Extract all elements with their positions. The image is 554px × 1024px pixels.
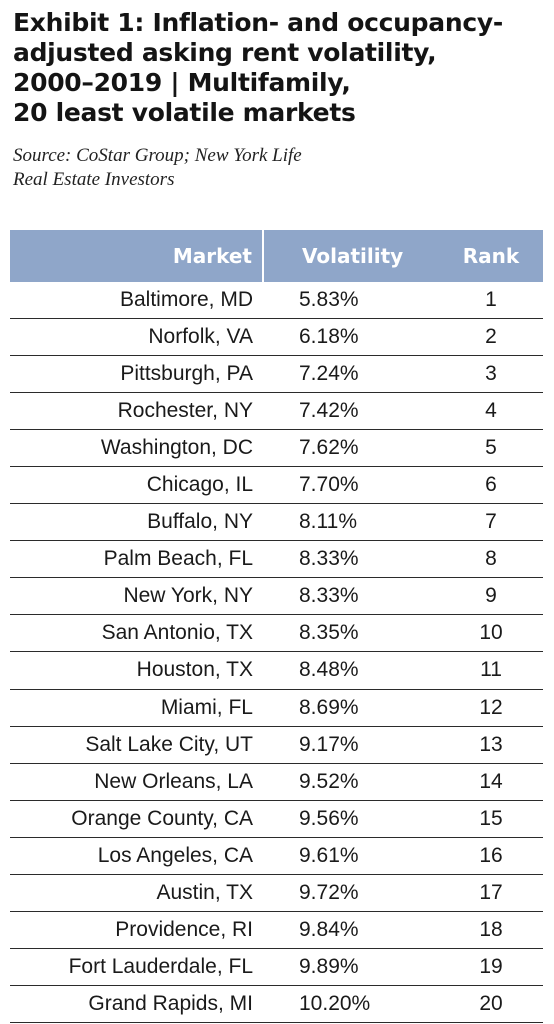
volatility-cell: 7.42% xyxy=(263,392,423,431)
market-cell: Los Angeles, CA xyxy=(10,837,263,875)
source-note: Source: CoStar Group; New York Life Real… xyxy=(13,144,543,192)
market-cell: Austin, TX xyxy=(10,874,263,912)
table-row: Grand Rapids, MI 10.20% 20 xyxy=(10,985,543,1023)
volatility-cell: 7.62% xyxy=(263,429,423,468)
market-cell: Orange County, CA xyxy=(10,800,263,838)
volatility-cell: 9.52% xyxy=(263,763,423,801)
title-line: 20 least volatile markets xyxy=(13,98,356,127)
volatility-cell: 9.56% xyxy=(263,800,423,838)
table-row: Washington, DC 7.62% 5 xyxy=(10,429,543,468)
table-row: Austin, TX 9.72% 17 xyxy=(10,874,543,912)
market-cell: Washington, DC xyxy=(10,429,263,468)
header-market: Market xyxy=(10,230,264,282)
rank-cell: 3 xyxy=(423,355,543,394)
table-row: Norfolk, VA 6.18% 2 xyxy=(10,318,543,357)
volatility-cell: 9.17% xyxy=(263,726,423,764)
volatility-cell: 9.84% xyxy=(263,911,423,949)
table-body: Baltimore, MD 5.83% 1 Norfolk, VA 6.18% 2 Pitt… xyxy=(10,282,543,1023)
exhibit-title: Exhibit 1: Inflation- and occupancy- adj… xyxy=(13,8,543,128)
market-cell: Pittsburgh, PA xyxy=(10,355,263,394)
rank-cell: 11 xyxy=(423,651,543,690)
volatility-cell: 8.11% xyxy=(263,503,423,542)
table-row: Salt Lake City, UT 9.17% 13 xyxy=(10,726,543,764)
rank-cell: 4 xyxy=(423,392,543,431)
volatility-cell: 8.33% xyxy=(263,577,423,616)
rank-cell: 13 xyxy=(423,726,543,764)
title-line: adjusted asking rent volatility, xyxy=(13,38,437,67)
rank-cell: 2 xyxy=(423,318,543,357)
rank-cell: 8 xyxy=(423,540,543,579)
volatility-cell: 8.35% xyxy=(263,614,423,653)
market-cell: San Antonio, TX xyxy=(10,614,263,653)
table-row: Orange County, CA 9.56% 15 xyxy=(10,800,543,838)
rank-cell: 7 xyxy=(423,503,543,542)
market-cell: Salt Lake City, UT xyxy=(10,726,263,764)
volatility-cell: 8.33% xyxy=(263,540,423,579)
market-cell: Buffalo, NY xyxy=(10,503,263,542)
market-cell: New York, NY xyxy=(10,577,263,616)
table-row: New Orleans, LA 9.52% 14 xyxy=(10,763,543,801)
rank-cell: 15 xyxy=(423,800,543,838)
table-row: New York, NY 8.33% 9 xyxy=(10,577,543,616)
volatility-cell: 10.20% xyxy=(263,985,423,1023)
table-row: Palm Beach, FL 8.33% 8 xyxy=(10,540,543,579)
rank-cell: 9 xyxy=(423,577,543,616)
rank-cell: 14 xyxy=(423,763,543,801)
volatility-table: Market Volatility Rank Baltimore, MD 5.83… xyxy=(10,230,543,1023)
table-row: Chicago, IL 7.70% 6 xyxy=(10,466,543,505)
volatility-cell: 9.61% xyxy=(263,837,423,875)
table-row: Los Angeles, CA 9.61% 16 xyxy=(10,837,543,875)
rank-cell: 12 xyxy=(423,689,543,727)
market-cell: New Orleans, LA xyxy=(10,763,263,801)
title-line: Exhibit 1: Inflation- and occupancy- xyxy=(13,8,503,37)
table-row: Miami, FL 8.69% 12 xyxy=(10,689,543,727)
source-line: Source: CoStar Group; New York Life xyxy=(13,145,302,166)
table-row: Rochester, NY 7.42% 4 xyxy=(10,392,543,431)
rank-cell: 18 xyxy=(423,911,543,949)
volatility-cell: 9.89% xyxy=(263,948,423,986)
rank-cell: 10 xyxy=(423,614,543,653)
volatility-cell: 8.48% xyxy=(263,651,423,690)
volatility-cell: 5.83% xyxy=(263,282,423,320)
header-rank: Rank xyxy=(423,230,543,282)
table-row: San Antonio, TX 8.35% 10 xyxy=(10,614,543,653)
market-cell: Houston, TX xyxy=(10,651,263,690)
rank-cell: 20 xyxy=(423,985,543,1023)
rank-cell: 19 xyxy=(423,948,543,986)
rank-cell: 1 xyxy=(423,282,543,320)
market-cell: Fort Lauderdale, FL xyxy=(10,948,263,986)
title-line: 2000–2019 | Multifamily, xyxy=(13,68,351,97)
rank-cell: 16 xyxy=(423,837,543,875)
table-row: Providence, RI 9.84% 18 xyxy=(10,911,543,949)
source-line: Real Estate Investors xyxy=(13,169,175,190)
table-row: Buffalo, NY 8.11% 7 xyxy=(10,503,543,542)
table-row: Pittsburgh, PA 7.24% 3 xyxy=(10,355,543,394)
volatility-cell: 6.18% xyxy=(263,318,423,357)
market-cell: Chicago, IL xyxy=(10,466,263,505)
market-cell: Rochester, NY xyxy=(10,392,263,431)
header-volatility: Volatility xyxy=(263,230,423,282)
market-cell: Grand Rapids, MI xyxy=(10,985,263,1023)
market-cell: Baltimore, MD xyxy=(10,282,263,320)
table-row: Houston, TX 8.48% 11 xyxy=(10,651,543,690)
volatility-cell: 7.70% xyxy=(263,466,423,505)
rank-cell: 5 xyxy=(423,429,543,468)
table-row: Fort Lauderdale, FL 9.89% 19 xyxy=(10,948,543,986)
market-cell: Miami, FL xyxy=(10,689,263,727)
market-cell: Norfolk, VA xyxy=(10,318,263,357)
table-header: Market Volatility Rank xyxy=(10,230,543,282)
rank-cell: 17 xyxy=(423,874,543,912)
rank-cell: 6 xyxy=(423,466,543,505)
market-cell: Palm Beach, FL xyxy=(10,540,263,579)
volatility-cell: 7.24% xyxy=(263,355,423,394)
volatility-cell: 8.69% xyxy=(263,689,423,727)
table-row: Baltimore, MD 5.83% 1 xyxy=(10,282,543,320)
volatility-cell: 9.72% xyxy=(263,874,423,912)
market-cell: Providence, RI xyxy=(10,911,263,949)
header-row: Market Volatility Rank xyxy=(10,230,543,282)
